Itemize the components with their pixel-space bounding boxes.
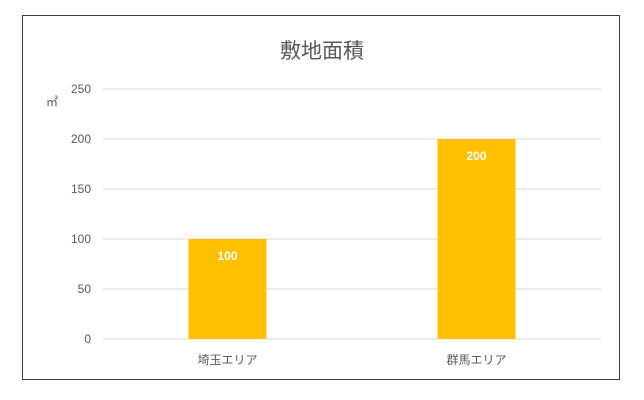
x-axis-categories: 埼玉エリア 群馬エリア (197, 353, 506, 367)
y-axis-ticks: 0 50 100 150 200 250 (71, 82, 91, 346)
data-labels: 100 200 (217, 149, 486, 263)
gridlines (103, 88, 601, 340)
bars (188, 139, 516, 339)
bar-1 (188, 239, 267, 339)
bar-2 (437, 139, 516, 339)
data-label-1: 100 (217, 249, 237, 263)
y-tick-label: 200 (71, 132, 91, 146)
y-axis-unit-label: ㎡ (46, 95, 58, 109)
y-tick-label: 50 (78, 282, 92, 296)
chart-frame (22, 15, 620, 380)
data-label-2: 200 (466, 149, 486, 163)
chart-title: 敷地面積 (280, 39, 364, 63)
x-category-label-2: 群馬エリア (446, 353, 506, 367)
y-tick-label: 0 (84, 332, 91, 346)
y-tick-label: 250 (71, 82, 91, 96)
y-tick-label: 150 (71, 182, 91, 196)
y-tick-label: 100 (71, 232, 91, 246)
x-category-label-1: 埼玉エリア (197, 353, 257, 367)
